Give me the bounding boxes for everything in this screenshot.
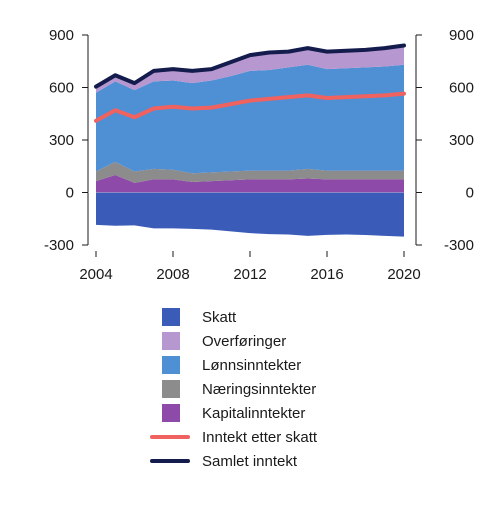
y-tick-label-right: 300	[449, 132, 474, 149]
y-tick-label-left: 900	[49, 27, 74, 44]
legend-label: Inntekt etter skatt	[202, 429, 318, 446]
legend-item-lonnsinntekter: Lønnsinntekter	[162, 356, 301, 374]
y-tick-label-left: -300	[44, 237, 74, 254]
x-tick-label: 2020	[387, 266, 420, 283]
y-tick-label-right: 0	[466, 185, 474, 202]
legend-item-kapitalinntekter: Kapitalinntekter	[162, 404, 305, 422]
area-lonnsinntekter	[96, 64, 404, 174]
legend-swatch	[162, 404, 180, 422]
y-tick-label-right: -300	[444, 237, 474, 254]
legend-item-overforinger: Overføringer	[162, 332, 286, 350]
legend-item-naeringsinntekter: Næringsinntekter	[162, 380, 316, 398]
legend-swatch	[162, 356, 180, 374]
legend-item-inntekt-etter-skatt: Inntekt etter skatt	[150, 429, 318, 446]
x-tick-label: 2012	[233, 266, 266, 283]
legend-swatch	[162, 308, 180, 326]
y-tick-label-right: 900	[449, 27, 474, 44]
legend-item-samlet-inntekt: Samlet inntekt	[150, 453, 298, 470]
area-skatt	[96, 192, 404, 237]
y-tick-label-left: 0	[66, 185, 74, 202]
plot-lines	[94, 43, 406, 123]
area-overforinger	[96, 45, 404, 93]
x-tick-label: 2016	[310, 266, 343, 283]
legend: Skatt Overføringer Lønnsinntekter Næringsin…	[150, 308, 318, 470]
legend-item-skatt: Skatt	[162, 308, 237, 326]
legend-swatch	[162, 380, 180, 398]
x-tick-label: 2008	[156, 266, 189, 283]
y-tick-label-left: 300	[49, 132, 74, 149]
line-samlet-inntekt	[94, 43, 406, 89]
legend-label: Overføringer	[202, 333, 286, 350]
plot-areas	[96, 45, 404, 237]
legend-label: Samlet inntekt	[202, 453, 298, 470]
x-tick-label: 2004	[79, 266, 112, 283]
legend-label: Skatt	[202, 309, 237, 326]
y-tick-label-left: 600	[49, 80, 74, 97]
y-tick-label-right: 600	[449, 80, 474, 97]
legend-swatch	[162, 332, 180, 350]
legend-label: Kapitalinntekter	[202, 405, 305, 422]
axes: -300 -300 0 0 300 300 600 600 900 900 2004 2008 2012…	[44, 27, 474, 283]
legend-label: Lønnsinntekter	[202, 357, 301, 374]
area-naeringsinntekter	[96, 161, 404, 183]
legend-label: Næringsinntekter	[202, 381, 316, 398]
line-inntekt-etter-skatt	[94, 91, 406, 123]
